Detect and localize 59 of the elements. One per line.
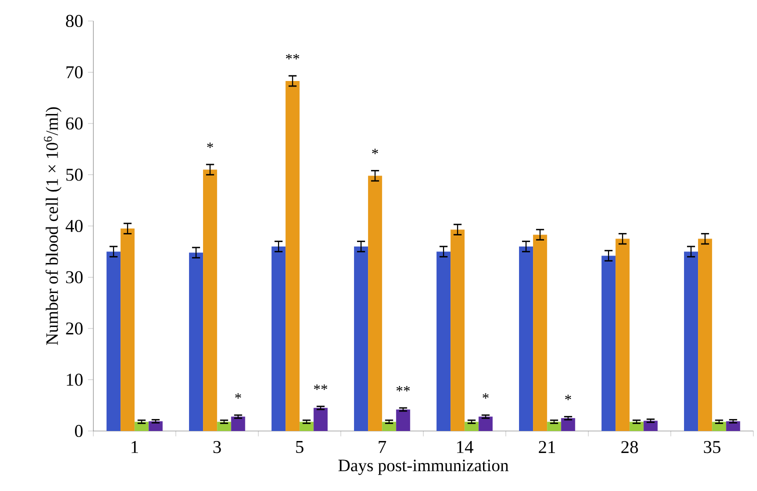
bar: [450, 230, 465, 431]
annotation: *: [565, 394, 572, 400]
bar: [684, 252, 698, 431]
annotation: *: [235, 393, 242, 399]
bar: [630, 422, 644, 431]
bar: [231, 416, 246, 431]
bar: [382, 422, 396, 431]
x-tick-label: 28: [621, 441, 638, 454]
bar: [561, 418, 576, 431]
bar: [134, 422, 149, 431]
bar: [106, 252, 121, 431]
y-tick-label: 20: [66, 322, 83, 335]
x-tick-label: 21: [538, 441, 556, 453]
bar: [272, 246, 286, 431]
bar: [120, 228, 135, 431]
annotation: *: [482, 393, 489, 399]
bar: [217, 422, 232, 431]
x-tick-label: 1: [132, 441, 138, 453]
bar: [644, 420, 658, 431]
y-tick-label: 50: [66, 168, 83, 181]
bar: [396, 409, 410, 431]
x-tick-label: 5: [296, 441, 304, 453]
bar: [478, 416, 493, 431]
x-tick-label: 7: [378, 441, 386, 453]
x-tick-label: 35: [704, 441, 720, 454]
y-tick-label: 60: [66, 117, 83, 130]
annotation: **: [286, 54, 300, 60]
bar: [533, 234, 548, 431]
annotation: **: [314, 384, 328, 390]
bar: [300, 422, 314, 431]
bar: [698, 238, 712, 431]
bar: [148, 421, 163, 431]
bar: [286, 80, 300, 431]
annotation: *: [207, 142, 214, 148]
bar: [368, 176, 382, 431]
x-tick-label: 3: [213, 441, 221, 454]
y-tick-label: 70: [66, 66, 83, 78]
bar: [519, 246, 534, 431]
bar: [354, 246, 368, 431]
bar: [464, 422, 479, 431]
bar: [436, 252, 451, 431]
y-tick-label: 10: [66, 374, 83, 386]
x-axis-title: Days post-immunization: [338, 460, 509, 475]
bar: [314, 408, 328, 431]
y-tick-label: 40: [66, 220, 83, 232]
y-axis-title: Number of blood cell (1 × 10$^{6}$/ml): [44, 107, 62, 345]
y-tick-label: 80: [66, 14, 83, 28]
bar: [616, 238, 630, 431]
bar: [189, 252, 204, 431]
annotation: *: [372, 148, 378, 154]
x-tick-label: 14: [457, 441, 474, 453]
y-tick-label: 0: [74, 424, 83, 438]
y-tick-label: 30: [66, 271, 83, 284]
annotation: **: [396, 386, 410, 392]
bar: [712, 422, 726, 431]
bar: [602, 256, 616, 431]
bar: [726, 421, 740, 431]
bar: [203, 170, 218, 431]
bar: [547, 422, 562, 431]
